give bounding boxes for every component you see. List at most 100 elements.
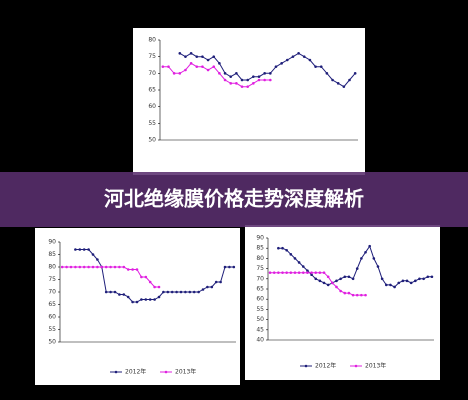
data-point (131, 300, 134, 304)
data-point (223, 78, 227, 82)
data-point (272, 271, 276, 274)
data-point (157, 295, 161, 299)
data-point (166, 290, 170, 294)
data-point (355, 267, 359, 270)
data-point (393, 285, 396, 289)
legend-marker (304, 364, 308, 368)
legend-label: 2012年 (315, 362, 336, 370)
y-tick-label: 80 (48, 264, 56, 271)
data-point (326, 275, 330, 279)
data-point (339, 289, 342, 293)
data-point (140, 298, 143, 301)
banner-title: 河北绝缘膜价格走势深度解析 (104, 187, 364, 211)
data-point (364, 293, 367, 297)
data-point (189, 52, 193, 55)
data-point (281, 271, 284, 274)
data-point (214, 280, 218, 284)
data-point (422, 277, 425, 281)
data-point (78, 265, 82, 269)
data-point (263, 72, 266, 75)
data-point (397, 281, 401, 285)
data-point (291, 55, 295, 58)
data-point (280, 62, 283, 65)
data-point (212, 55, 216, 58)
data-point (172, 72, 176, 75)
data-point (122, 293, 126, 296)
y-tick-label: 90 (48, 239, 56, 246)
data-point (268, 271, 272, 274)
data-point (87, 265, 90, 269)
data-point (297, 261, 301, 264)
y-tick-label: 40 (256, 337, 264, 344)
y-tick-label: 60 (148, 103, 156, 110)
data-point (269, 78, 272, 82)
data-point (348, 78, 351, 82)
data-point (135, 268, 139, 271)
legend-marker (114, 370, 118, 374)
data-point (96, 265, 99, 269)
data-point (274, 65, 278, 68)
data-point (82, 265, 86, 269)
y-tick-label: 65 (48, 301, 56, 308)
data-point (401, 279, 405, 283)
data-point (201, 65, 204, 68)
data-point (118, 265, 121, 269)
data-point (360, 293, 363, 297)
y-tick-label: 75 (48, 276, 56, 283)
data-point (240, 78, 244, 82)
data-point (360, 257, 363, 260)
data-point (285, 248, 288, 252)
data-point (281, 246, 284, 250)
data-point (218, 72, 221, 75)
y-tick-label: 90 (256, 235, 264, 242)
data-point (157, 285, 161, 289)
data-point (364, 250, 367, 254)
data-point (302, 55, 306, 58)
data-point (113, 265, 117, 269)
data-point (335, 285, 338, 289)
y-tick-label: 80 (148, 37, 156, 44)
data-point (218, 62, 221, 65)
chart-panel (245, 225, 440, 380)
data-point (78, 248, 82, 251)
data-point (104, 290, 108, 294)
data-point (60, 265, 64, 269)
data-point (314, 271, 318, 274)
data-point (219, 280, 222, 284)
data-point (389, 283, 392, 287)
data-point (126, 268, 130, 271)
data-point (131, 268, 134, 271)
charts: 50 55 60 65 70 75 80 50 55 60 65 70 75 80 85 90 2012年 201… (48, 37, 434, 376)
legend-label: 2013年 (175, 368, 196, 376)
data-point (257, 75, 261, 78)
data-point (96, 258, 99, 261)
y-tick-label: 60 (256, 296, 264, 303)
y-tick-label: 55 (256, 306, 264, 313)
data-point (347, 275, 351, 279)
data-point (223, 265, 227, 269)
y-tick-label: 75 (256, 265, 264, 272)
data-point (122, 265, 126, 269)
data-point (285, 58, 289, 62)
data-point (184, 290, 187, 294)
data-point (252, 82, 255, 85)
data-point (252, 75, 255, 78)
data-point (201, 288, 205, 291)
y-tick-label: 55 (48, 326, 56, 333)
data-point (188, 290, 192, 294)
data-point (206, 285, 209, 289)
data-point (69, 265, 73, 269)
data-point (65, 265, 68, 269)
data-point (314, 65, 317, 68)
data-point (91, 265, 95, 269)
data-point (148, 298, 152, 301)
data-point (372, 257, 376, 260)
data-point (418, 277, 421, 281)
data-point (184, 55, 187, 58)
data-point (306, 271, 309, 274)
data-point (144, 298, 148, 301)
data-point (178, 72, 182, 75)
data-point (74, 265, 77, 269)
data-point (184, 68, 187, 72)
y-tick-label: 70 (148, 70, 156, 77)
